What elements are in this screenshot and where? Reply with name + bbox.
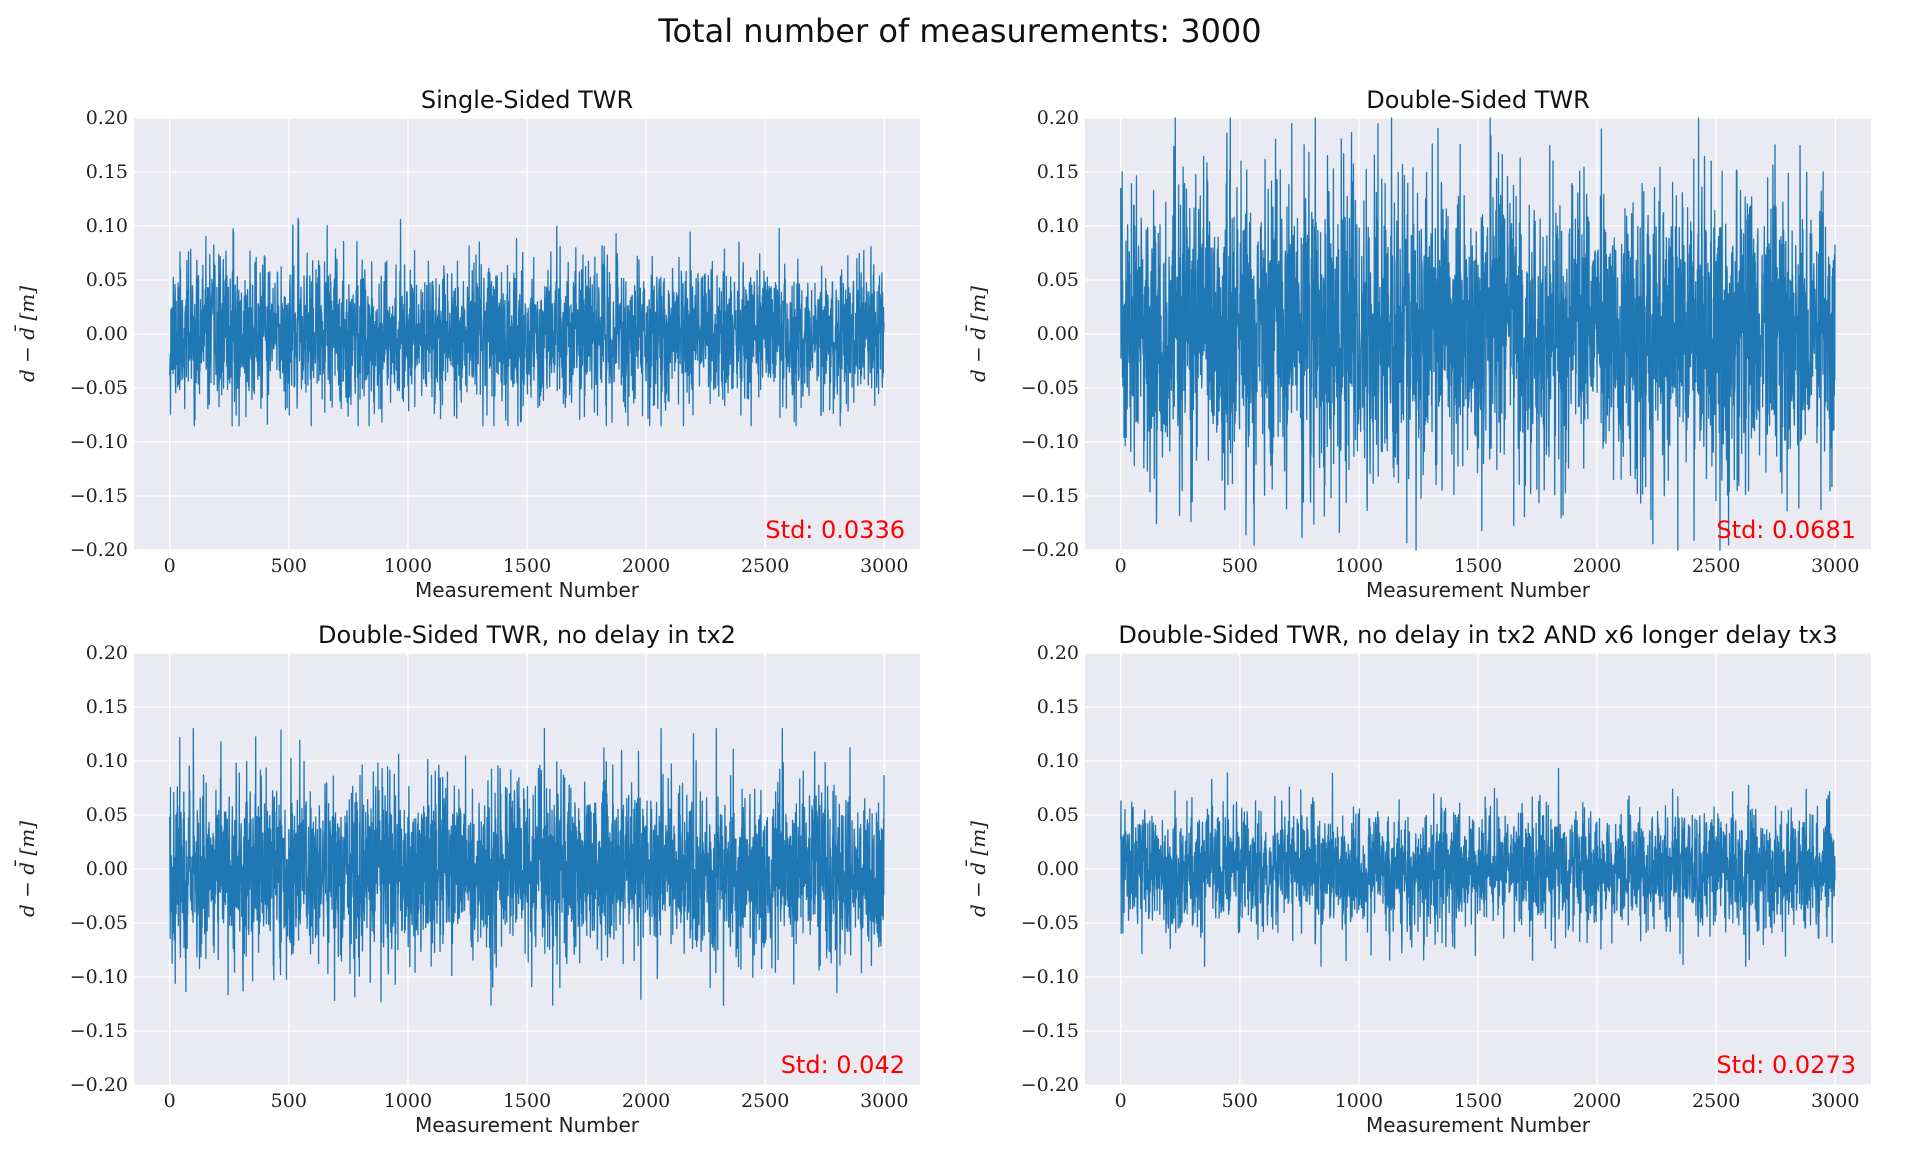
- y-tick-label: −0.15: [70, 485, 128, 507]
- y-tick-label: 0.15: [1037, 161, 1079, 183]
- x-tick-label: 1000: [384, 555, 432, 577]
- x-axis-label: Measurement Number: [1366, 1113, 1591, 1137]
- y-axis-label: d − d̄ [m]: [14, 286, 39, 382]
- chart-panel-3: 0 500 1000 1500 2000 2500 3000 −0.20 −0.15 −0.10 −…: [14, 621, 920, 1137]
- y-tick-label: 0.20: [1037, 642, 1079, 664]
- x-tick-label: 3000: [1811, 555, 1859, 577]
- x-tick-label: 2500: [1692, 1090, 1740, 1112]
- series-line: [169, 727, 885, 1006]
- y-tick-label: 0.10: [86, 215, 128, 237]
- series-line: [169, 217, 885, 427]
- chart-panel-4: 0 500 1000 1500 2000 2500 3000 −0.20 −0.15 −0.10 −…: [965, 621, 1871, 1137]
- y-tick-label: −0.15: [1021, 1020, 1079, 1042]
- x-tick-label: 1500: [503, 1090, 551, 1112]
- y-tick-label: 0.00: [86, 858, 128, 880]
- x-tick-label: 500: [1222, 1090, 1258, 1112]
- x-tick-label: 3000: [1811, 1090, 1859, 1112]
- y-tick-label: 0.05: [1037, 804, 1079, 826]
- y-axis-label: d − d̄ [m]: [14, 821, 39, 917]
- std-annotation: Std: 0.0273: [1716, 1051, 1856, 1079]
- y-axis-label: d − d̄ [m]: [965, 821, 990, 917]
- y-tick-label: −0.20: [1021, 539, 1079, 561]
- y-tick-label: −0.05: [1021, 912, 1079, 934]
- x-axis-label: Measurement Number: [415, 1113, 640, 1137]
- y-tick-label: −0.15: [1021, 485, 1079, 507]
- x-tick-label: 0: [1115, 555, 1127, 577]
- y-tick-label: −0.15: [70, 1020, 128, 1042]
- y-tick-label: −0.10: [1021, 966, 1079, 988]
- y-tick-label: 0.10: [86, 750, 128, 772]
- y-tick-label: 0.20: [86, 107, 128, 129]
- x-axis-label: Measurement Number: [1366, 578, 1591, 602]
- x-tick-label: 1000: [1335, 1090, 1383, 1112]
- y-tick-label: 0.10: [1037, 750, 1079, 772]
- x-tick-label: 2000: [1573, 555, 1621, 577]
- x-tick-label: 500: [271, 1090, 307, 1112]
- x-axis-label: Measurement Number: [415, 578, 640, 602]
- x-tick-label: 2000: [622, 1090, 670, 1112]
- y-tick-label: 0.15: [86, 161, 128, 183]
- y-tick-label: 0.00: [86, 323, 128, 345]
- y-tick-label: 0.15: [1037, 696, 1079, 718]
- panel-title: Double-Sided TWR, no delay in tx2 AND x6…: [1118, 621, 1837, 649]
- chart-panel-1: 0 500 1000 1500 2000 2500 3000 −0.20 −0.15 −0.10 −…: [14, 86, 920, 602]
- y-axis-label: d − d̄ [m]: [965, 286, 990, 382]
- y-tick-label: 0.05: [1037, 269, 1079, 291]
- figure-title: Total number of measurements: 3000: [658, 12, 1262, 50]
- y-tick-label: −0.05: [1021, 377, 1079, 399]
- panel-title: Double-Sided TWR: [1366, 86, 1590, 114]
- y-tick-label: 0.20: [1037, 107, 1079, 129]
- y-tick-label: −0.20: [70, 539, 128, 561]
- y-tick-label: −0.20: [1021, 1074, 1079, 1096]
- x-tick-label: 2000: [1573, 1090, 1621, 1112]
- x-tick-label: 0: [164, 555, 176, 577]
- x-tick-label: 1500: [1454, 555, 1502, 577]
- x-tick-label: 1000: [1335, 555, 1383, 577]
- y-tick-label: 0.00: [1037, 323, 1079, 345]
- x-tick-label: 2500: [741, 1090, 789, 1112]
- x-tick-label: 1500: [1454, 1090, 1502, 1112]
- y-tick-label: 0.10: [1037, 215, 1079, 237]
- y-tick-label: −0.10: [70, 431, 128, 453]
- x-tick-label: 1000: [384, 1090, 432, 1112]
- x-tick-label: 500: [271, 555, 307, 577]
- panel-title: Double-Sided TWR, no delay in tx2: [318, 621, 736, 649]
- y-tick-label: 0.20: [86, 642, 128, 664]
- y-tick-label: −0.10: [70, 966, 128, 988]
- std-annotation: Std: 0.0336: [765, 516, 905, 544]
- y-tick-label: −0.20: [70, 1074, 128, 1096]
- y-tick-label: 0.00: [1037, 858, 1079, 880]
- x-tick-label: 0: [164, 1090, 176, 1112]
- x-tick-label: 0: [1115, 1090, 1127, 1112]
- x-tick-label: 2500: [1692, 555, 1740, 577]
- x-tick-label: 3000: [860, 555, 908, 577]
- y-tick-label: −0.05: [70, 912, 128, 934]
- chart-panel-2: 0 500 1000 1500 2000 2500 3000 −0.20 −0.15 −0.10 −…: [965, 86, 1871, 602]
- x-tick-label: 500: [1222, 555, 1258, 577]
- x-tick-label: 1500: [503, 555, 551, 577]
- series-line: [1120, 767, 1836, 967]
- x-tick-label: 3000: [860, 1090, 908, 1112]
- x-tick-label: 2500: [741, 555, 789, 577]
- panel-title: Single-Sided TWR: [421, 86, 633, 114]
- x-tick-label: 2000: [622, 555, 670, 577]
- y-tick-label: 0.05: [86, 269, 128, 291]
- y-tick-label: −0.10: [1021, 431, 1079, 453]
- y-tick-label: 0.05: [86, 804, 128, 826]
- std-annotation: Std: 0.042: [781, 1051, 905, 1079]
- y-tick-label: −0.05: [70, 377, 128, 399]
- std-annotation: Std: 0.0681: [1716, 516, 1856, 544]
- y-tick-label: 0.15: [86, 696, 128, 718]
- series-line: [1120, 117, 1836, 551]
